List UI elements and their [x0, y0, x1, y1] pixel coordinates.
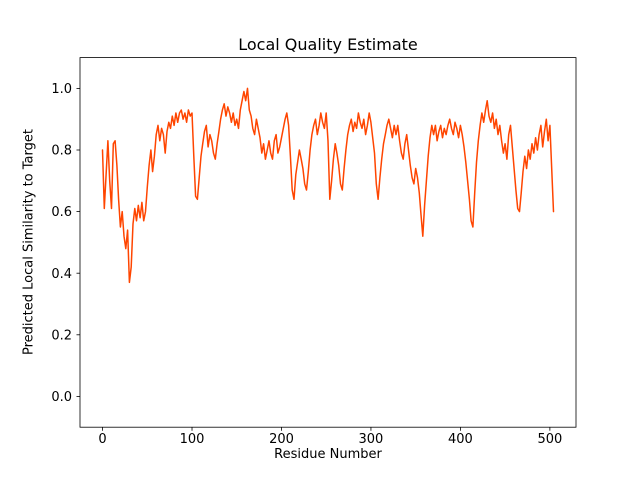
x-tick-label: 100: [180, 432, 205, 447]
axes-spines: [79, 57, 577, 428]
x-tick-label: 400: [448, 432, 473, 447]
chart-title: Local Quality Estimate: [238, 35, 418, 54]
x-tick-label: 300: [359, 432, 384, 447]
x-tick-label: 500: [537, 432, 562, 447]
x-axis-label: Residue Number: [274, 447, 382, 462]
x-tick-label: 200: [269, 432, 294, 447]
y-tick-label: 1.0: [51, 82, 72, 97]
x-tick-label: 0: [98, 432, 106, 447]
y-tick-label: 0.0: [51, 390, 72, 405]
y-tick-label: 0.6: [51, 205, 72, 220]
quality-line: [101, 87, 555, 284]
y-tick-label: 0.8: [51, 144, 72, 159]
y-axis-label: Predicted Local Similarity to Target: [21, 129, 37, 355]
y-tick-label: 0.4: [51, 267, 72, 282]
y-tick-label: 0.2: [51, 328, 72, 343]
